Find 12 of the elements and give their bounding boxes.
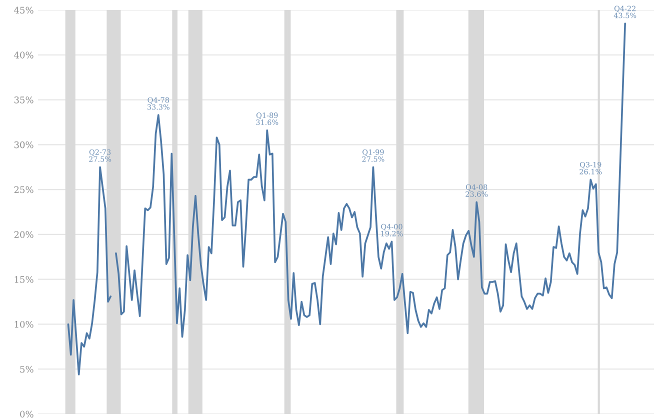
y-tick-label: 5% (20, 366, 34, 373)
y-tick-label: 20% (14, 231, 34, 238)
y-tick-label: 0% (20, 410, 34, 418)
y-tick-label: 15% (14, 276, 34, 283)
y-tick-label: 40% (14, 52, 34, 58)
line-series (67, 166, 112, 376)
y-tick-label: 25% (14, 186, 34, 194)
y-tick-label: 45% (14, 6, 34, 14)
line-series (115, 22, 626, 338)
y-tick-label: 35% (14, 96, 34, 104)
y-tick-label: 30% (14, 141, 34, 148)
y-tick-label: 10% (14, 320, 34, 328)
